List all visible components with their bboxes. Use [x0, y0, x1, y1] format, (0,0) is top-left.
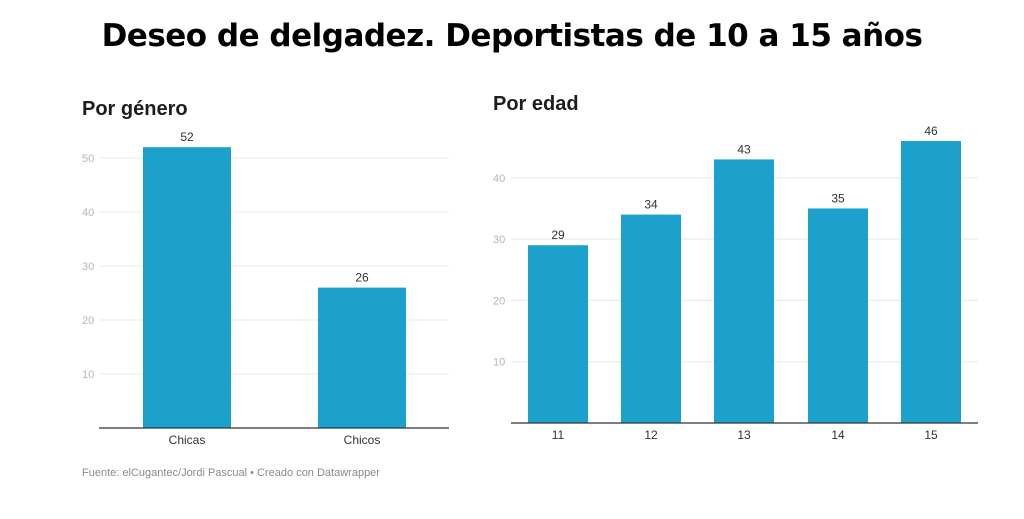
data-label-age-11: 29: [551, 228, 565, 242]
x-tick-label-age-15: 15: [924, 428, 938, 442]
y-tick-label-gender-30: 30: [82, 261, 94, 273]
y-tick-label-gender-20: 20: [82, 315, 94, 327]
bar-age-14: [808, 208, 868, 423]
y-tick-label-age-20: 20: [493, 295, 505, 307]
y-tick-label-gender-50: 50: [82, 153, 94, 165]
data-label-age-15: 46: [924, 124, 938, 138]
data-label-gender-Chicos: 26: [355, 271, 369, 285]
bar-gender-Chicos: [318, 287, 406, 428]
x-tick-label-gender-Chicos: Chicos: [344, 433, 381, 447]
x-tick-label-age-11: 11: [552, 428, 565, 442]
page-title: Deseo de delgadez. Deportistas de 10 a 1…: [101, 18, 923, 54]
data-label-age-14: 35: [831, 191, 845, 205]
data-label-age-13: 43: [737, 142, 751, 156]
chart-title-gender: Por género: [82, 98, 188, 120]
y-tick-label-gender-10: 10: [82, 369, 94, 381]
data-label-gender-Chicas: 52: [180, 130, 194, 144]
x-tick-label-age-12: 12: [644, 428, 658, 442]
source-note: Fuente: elCugantec/Jordi Pascual • Cread…: [82, 467, 380, 479]
y-tick-label-age-10: 10: [493, 357, 505, 369]
y-tick-label-gender-40: 40: [82, 207, 94, 219]
x-tick-label-age-13: 13: [737, 428, 751, 442]
data-label-age-12: 34: [644, 198, 658, 212]
y-tick-label-age-40: 40: [493, 173, 505, 185]
chart-title-age: Por edad: [493, 93, 579, 115]
bar-age-15: [901, 141, 961, 423]
bar-age-12: [621, 214, 681, 423]
bar-age-13: [714, 159, 774, 423]
x-tick-label-age-14: 14: [831, 428, 845, 442]
bar-gender-Chicas: [143, 147, 231, 428]
x-tick-label-gender-Chicas: Chicas: [169, 433, 206, 447]
bar-age-11: [528, 245, 588, 423]
y-tick-label-age-30: 30: [493, 234, 505, 246]
